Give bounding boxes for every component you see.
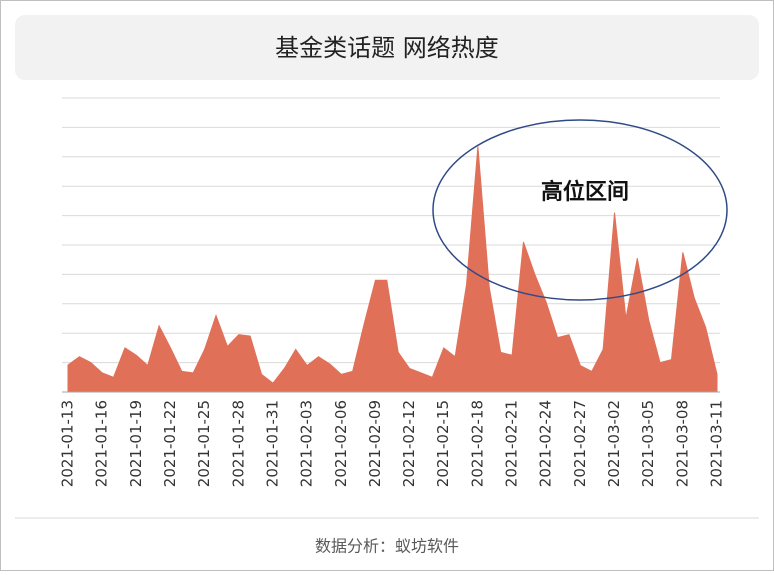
x-tick-label: 2021-02-06 bbox=[332, 400, 350, 487]
x-tick-label: 2021-02-09 bbox=[366, 400, 384, 487]
area bbox=[67, 146, 718, 393]
x-tick-label: 2021-01-28 bbox=[229, 400, 247, 487]
title-box bbox=[15, 15, 759, 80]
x-tick-label: 2021-02-15 bbox=[434, 400, 452, 487]
x-tick-label: 2021-02-24 bbox=[537, 400, 555, 487]
x-tick-label: 2021-03-08 bbox=[673, 400, 691, 487]
x-tick-label: 2021-01-13 bbox=[59, 400, 77, 487]
highlight-ellipse bbox=[432, 119, 728, 301]
x-tick-label: 2021-02-12 bbox=[400, 400, 418, 487]
plot: 2021-01-13 2021-01-16 2021-01-19 2021-01-22… bbox=[59, 97, 726, 487]
annotation: 高位区间 bbox=[541, 179, 629, 205]
x-tick-label: 2021-03-11 bbox=[708, 400, 726, 487]
source: 数据分析：蚁坊软件 bbox=[315, 537, 459, 556]
x-tick-label: 2021-03-05 bbox=[639, 400, 657, 487]
x-tick-label: 2021-02-03 bbox=[298, 400, 316, 487]
x-tick-label: 2021-02-21 bbox=[503, 400, 521, 487]
x-tick-label: 2021-01-22 bbox=[161, 400, 179, 487]
x-tick-label: 2021-01-25 bbox=[195, 400, 213, 487]
x-tick-label: 2021-02-27 bbox=[571, 400, 589, 487]
x-tick-label: 2021-02-18 bbox=[468, 400, 486, 487]
x-tick-label: 2021-03-02 bbox=[605, 400, 623, 487]
x-tick-label: 2021-01-19 bbox=[127, 400, 145, 487]
x-tick-label: 2021-01-31 bbox=[263, 400, 281, 487]
chart-title: 基金类话题 网络热度 bbox=[275, 34, 499, 62]
x-tick-label: 2021-01-16 bbox=[93, 400, 111, 487]
